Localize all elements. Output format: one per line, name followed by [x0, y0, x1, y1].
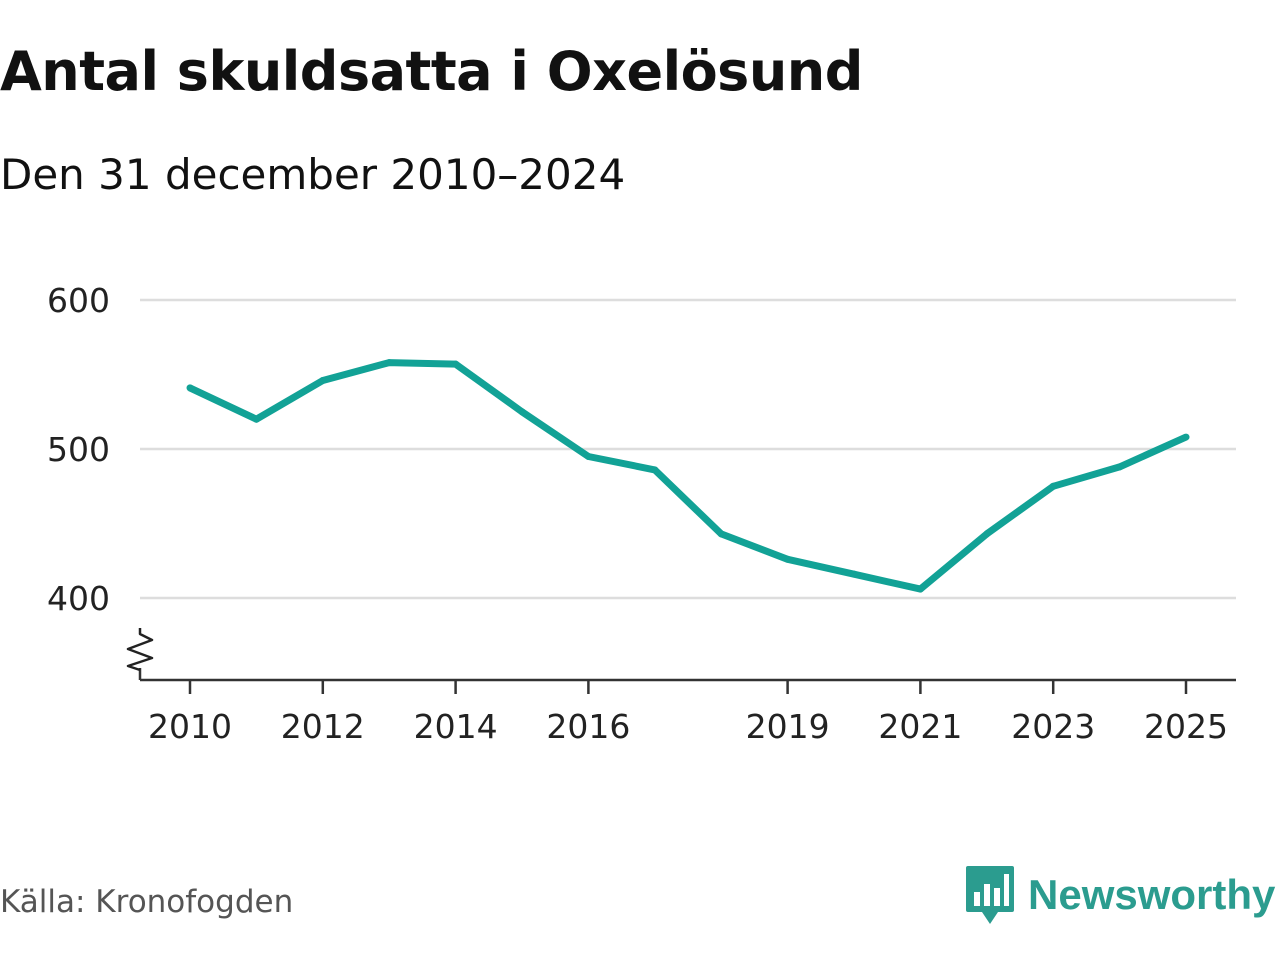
newsworthy-logo-icon	[966, 866, 1014, 924]
chart-subtitle: Den 31 december 2010–2024	[0, 150, 626, 199]
axis-break-marker	[126, 628, 154, 672]
line-chart: 400 500 600 2010 2012 2014 2016 2019 2021 2023 202…	[47, 281, 1236, 746]
x-tick-label-2014: 2014	[414, 707, 498, 746]
series-layer	[186, 359, 1190, 593]
brand-name: Newsworthy	[1028, 871, 1276, 918]
x-tick-label-2023: 2023	[1011, 707, 1095, 746]
grid-layer	[140, 298, 1236, 600]
x-tick-label-2019: 2019	[746, 707, 830, 746]
data-point-2016	[584, 452, 592, 460]
brand-logo[interactable]: Newsworthy	[964, 864, 1275, 926]
data-point-2011	[252, 415, 260, 423]
source-note: Källa: Kronofogden	[0, 884, 294, 920]
y-tick-label-600: 600	[47, 281, 110, 320]
chart-title: Antal skuldsatta i Oxelösund	[0, 40, 863, 103]
data-point-2012	[319, 376, 327, 384]
data-point-2020	[850, 570, 858, 578]
x-tick-label-2016: 2016	[546, 707, 630, 746]
y-tick-label-500: 500	[47, 430, 110, 469]
data-point-2022	[983, 530, 991, 538]
axis-layer: 400 500 600 2010 2012 2014 2016 2019 2021 2023 202…	[47, 281, 1236, 746]
data-point-2018	[717, 530, 725, 538]
x-tick-label-2010: 2010	[148, 707, 232, 746]
data-point-2024	[1116, 463, 1124, 471]
series-line-0	[188, 359, 1188, 593]
data-point-2019	[784, 555, 792, 563]
data-point-2023	[1049, 482, 1057, 490]
data-point-2014	[452, 360, 460, 368]
x-tick-label-2025: 2025	[1144, 707, 1228, 746]
data-point-2013	[385, 359, 393, 367]
y-tick-label-400: 400	[47, 579, 110, 618]
data-point-2010	[186, 384, 194, 392]
data-point-2025	[1182, 433, 1190, 441]
data-point-2021	[916, 585, 924, 593]
data-point-2015	[518, 408, 526, 416]
data-point-2017	[651, 466, 659, 474]
x-tick-label-2021: 2021	[878, 707, 962, 746]
x-tick-label-2012: 2012	[281, 707, 365, 746]
